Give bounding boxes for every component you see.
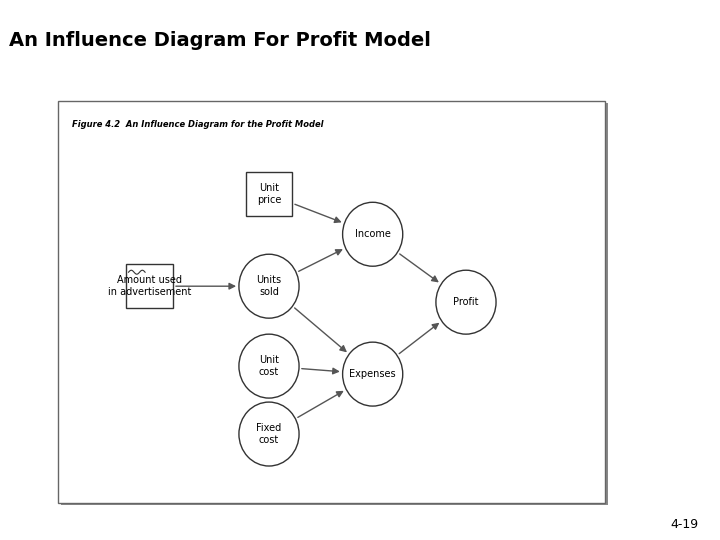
Ellipse shape	[239, 334, 299, 398]
Text: Fixed
cost: Fixed cost	[256, 423, 282, 445]
Ellipse shape	[239, 402, 299, 466]
Bar	[61, 103, 608, 505]
Ellipse shape	[343, 202, 402, 266]
Ellipse shape	[436, 270, 496, 334]
Bar	[58, 101, 605, 503]
Text: Figure 4.2  An Influence Diagram for the Profit Model: Figure 4.2 An Influence Diagram for the …	[72, 120, 323, 129]
Text: Unit
cost: Unit cost	[259, 355, 279, 377]
Text: Profit: Profit	[453, 297, 479, 307]
Text: Units
sold: Units sold	[256, 275, 282, 297]
Text: Amount used
in advertisement: Amount used in advertisement	[108, 275, 192, 297]
Text: An Influence Diagram For Profit Model: An Influence Diagram For Profit Model	[9, 31, 431, 50]
Text: Income: Income	[355, 230, 391, 239]
Ellipse shape	[239, 254, 299, 318]
Ellipse shape	[343, 342, 402, 406]
Text: Expenses: Expenses	[349, 369, 396, 379]
Bar	[127, 264, 173, 308]
Text: 4-19: 4-19	[670, 518, 698, 531]
Text: Unit
price: Unit price	[257, 184, 282, 205]
Bar	[246, 172, 292, 217]
